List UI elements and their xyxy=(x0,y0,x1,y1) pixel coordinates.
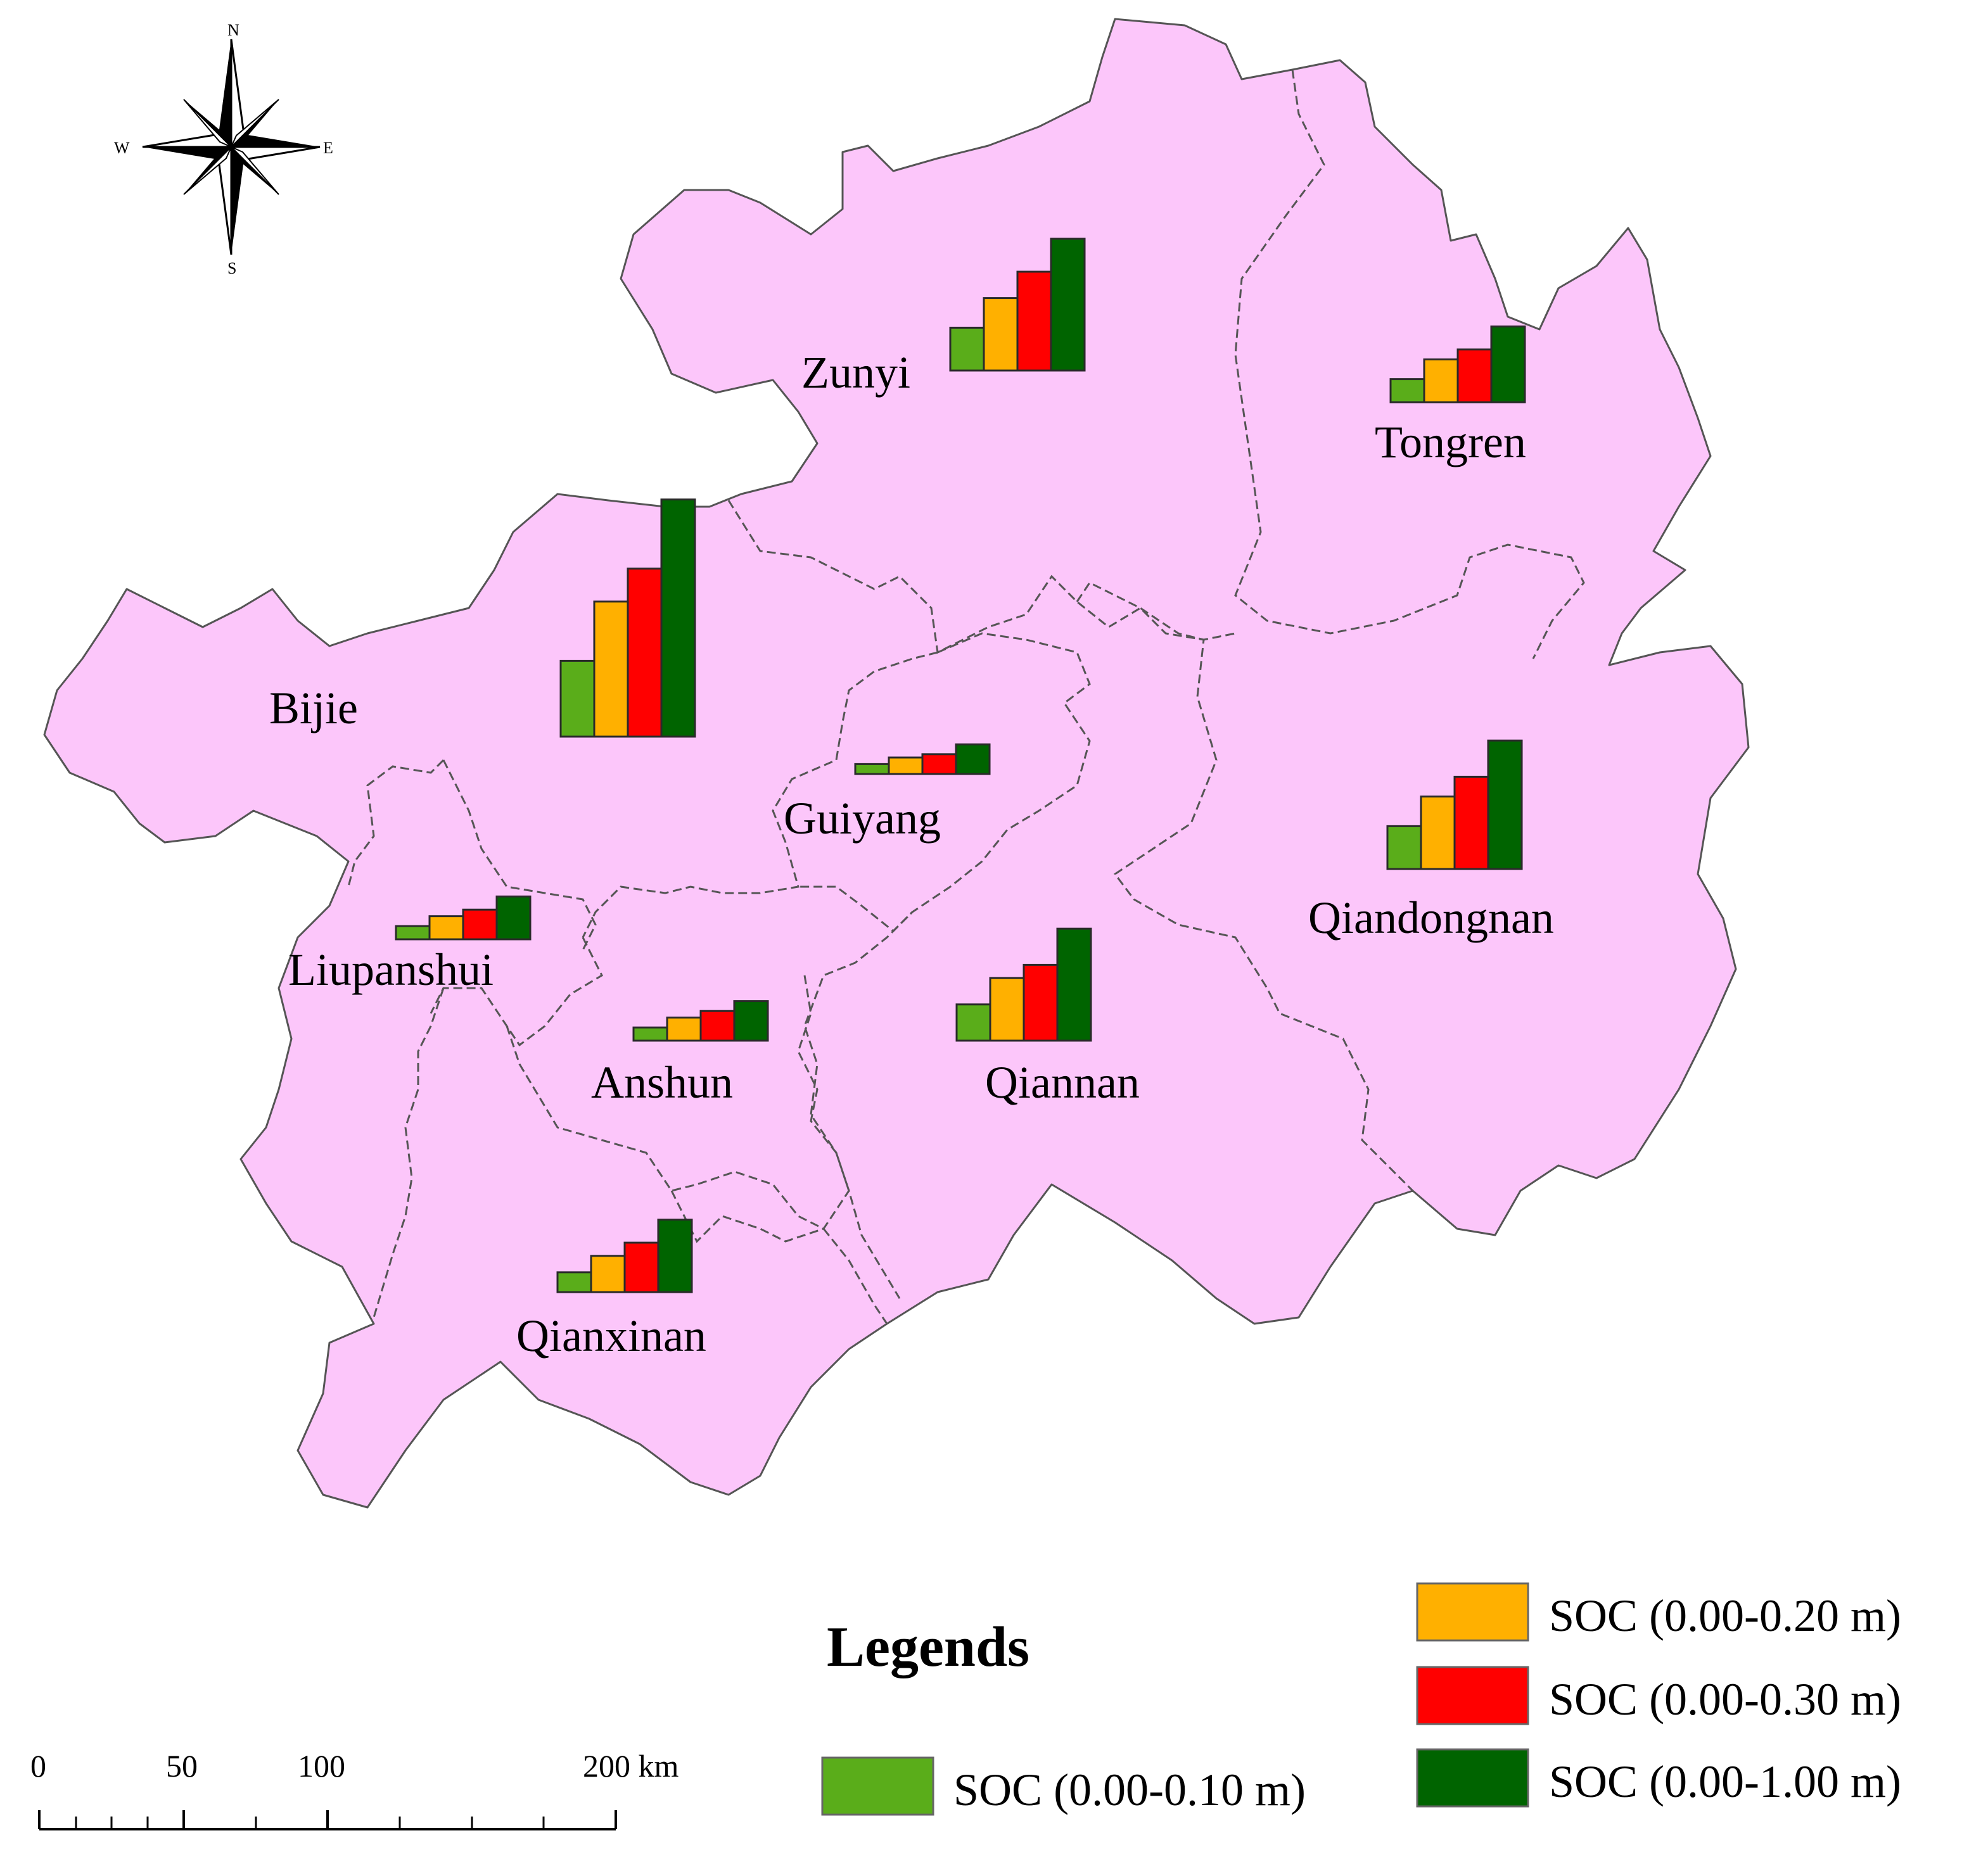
scale-tick-50: 50 xyxy=(166,1748,198,1784)
legend-title: Legends xyxy=(827,1616,1029,1678)
bar-qiannan-soc-100 xyxy=(1056,927,1092,1042)
bar-chart-liupanshui xyxy=(395,895,532,941)
bar-chart-qiandongnan xyxy=(1386,739,1523,870)
region-label-bijie: Bijie xyxy=(269,683,358,733)
bar-chart-bijie xyxy=(559,498,696,738)
boundary-anshun xyxy=(430,911,914,1230)
boundary-bijie-liupanshui xyxy=(347,759,597,951)
bar-chart-qianxinan xyxy=(556,1219,693,1293)
bar-zunyi-soc-030 xyxy=(1016,270,1052,372)
bar-qiandongnan-soc-100 xyxy=(1487,739,1523,870)
scale-tick-0: 0 xyxy=(30,1748,46,1784)
bar-bijie-soc-020 xyxy=(593,600,629,738)
compass-east-label: E xyxy=(323,139,333,157)
bar-chart-qiannan xyxy=(955,927,1092,1042)
bar-anshun-soc-100 xyxy=(733,1000,769,1042)
bar-qiandongnan-soc-010 xyxy=(1386,825,1422,870)
legend-swatch-soc-030 xyxy=(1416,1666,1529,1725)
scale-tick-200km: 200 km xyxy=(583,1748,679,1784)
bar-anshun-soc-030 xyxy=(699,1010,736,1042)
bar-liupanshui-soc-010 xyxy=(395,925,431,941)
scale-tick-100: 100 xyxy=(298,1748,345,1784)
boundary-bijie-east xyxy=(582,651,938,938)
region-label-liupanshui: Liupanshui xyxy=(288,944,494,995)
bar-liupanshui-soc-020 xyxy=(428,915,464,941)
bar-tongren-soc-010 xyxy=(1389,378,1425,403)
region-label-zunyi: Zunyi xyxy=(801,347,910,398)
compass-west-label: W xyxy=(114,139,130,157)
bar-qianxinan-soc-030 xyxy=(623,1241,659,1293)
boundary-guiyang xyxy=(798,632,1091,933)
bar-tongren-soc-100 xyxy=(1490,325,1526,403)
region-label-qiandongnan: Qiandongnan xyxy=(1308,892,1554,943)
bar-qiandongnan-soc-030 xyxy=(1453,775,1489,870)
legend-label-soc-100: SOC (0.00-1.00 m) xyxy=(1549,1756,1901,1807)
scale-bar: 0 50 100 200 km xyxy=(30,1748,679,1830)
bar-guiyang-soc-020 xyxy=(888,756,924,775)
bar-qianxinan-soc-010 xyxy=(556,1271,592,1293)
legend-label-soc-010: SOC (0.00-0.10 m) xyxy=(953,1765,1306,1815)
compass-rose-icon: N S E W xyxy=(114,21,333,277)
compass-south-label: S xyxy=(227,259,236,277)
bar-qiannan-soc-030 xyxy=(1023,963,1059,1042)
bar-chart-zunyi xyxy=(949,238,1086,372)
region-label-anshun: Anshun xyxy=(591,1057,733,1108)
boundary-zunyi-tongren xyxy=(1234,69,1585,659)
boundary-qiannan-west xyxy=(797,975,901,1299)
bar-tongren-soc-030 xyxy=(1456,348,1493,403)
bar-chart-tongren xyxy=(1389,325,1526,403)
bar-guiyang-soc-030 xyxy=(921,753,957,775)
bar-liupanshui-soc-030 xyxy=(462,908,498,941)
bar-qiannan-soc-010 xyxy=(955,1003,991,1042)
bar-qiandongnan-soc-020 xyxy=(1420,796,1456,870)
region-bar-charts xyxy=(395,238,1526,1293)
region-label-qianxinan: Qianxinan xyxy=(516,1310,706,1361)
bar-bijie-soc-030 xyxy=(627,568,663,738)
bar-zunyi-soc-020 xyxy=(983,297,1019,372)
bar-anshun-soc-010 xyxy=(632,1026,668,1042)
region-label-tongren: Tongren xyxy=(1375,417,1526,467)
region-label-guiyang: Guiyang xyxy=(784,793,941,844)
bar-bijie-soc-100 xyxy=(660,498,696,738)
bar-qiannan-soc-020 xyxy=(989,977,1025,1042)
bar-bijie-soc-010 xyxy=(559,659,596,738)
bar-guiyang-soc-100 xyxy=(955,743,991,775)
bar-zunyi-soc-100 xyxy=(1050,238,1086,372)
boundary-zunyi-south xyxy=(727,500,1236,654)
legend-swatch-soc-100 xyxy=(1416,1748,1529,1808)
legend: Legends SOC (0.00-0.10 m) SOC (0.00-0.20… xyxy=(821,1582,1901,1816)
bar-guiyang-soc-010 xyxy=(854,763,890,775)
compass-north-label: N xyxy=(227,21,239,39)
bar-tongren-soc-020 xyxy=(1423,358,1459,403)
bar-qianxinan-soc-100 xyxy=(657,1219,693,1293)
bar-liupanshui-soc-100 xyxy=(495,895,532,941)
bar-chart-anshun xyxy=(632,1000,769,1042)
legend-swatch-soc-010 xyxy=(821,1756,934,1816)
bar-zunyi-soc-010 xyxy=(949,326,985,372)
region-labels: Zunyi Tongren Bijie Guiyang Liupanshui Anshun… xyxy=(269,347,1554,1361)
legend-swatch-soc-020 xyxy=(1416,1582,1529,1642)
legend-label-soc-030: SOC (0.00-0.30 m) xyxy=(1549,1674,1901,1725)
bar-chart-guiyang xyxy=(854,743,991,775)
bar-qianxinan-soc-020 xyxy=(590,1255,626,1293)
region-label-qiannan: Qiannan xyxy=(985,1057,1140,1108)
bar-anshun-soc-020 xyxy=(666,1017,702,1042)
legend-label-soc-020: SOC (0.00-0.20 m) xyxy=(1549,1590,1901,1641)
